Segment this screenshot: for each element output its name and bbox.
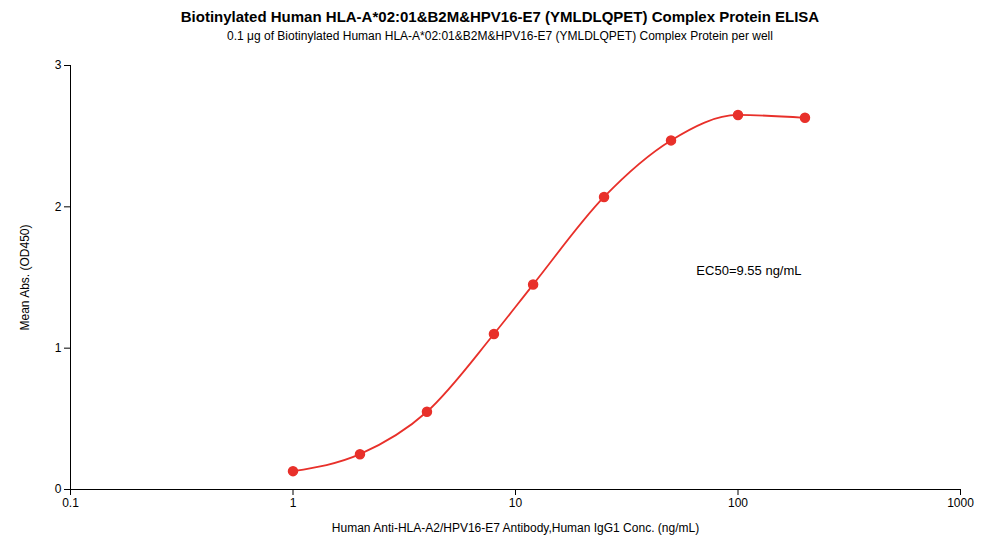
html-text:Biotinylated Human HLA-A*02:01: Biotinylated Human HLA-A*02:01&B2M&HPV16… bbox=[180, 8, 820, 25]
svg-text:10: 10 bbox=[509, 496, 523, 510]
svg-text:2: 2 bbox=[55, 200, 62, 214]
html-text:0.1 μg of Biotinylated Human H: 0.1 μg of Biotinylated Human HLA-A*02:01… bbox=[227, 29, 773, 43]
svg-text:100: 100 bbox=[728, 496, 748, 510]
svg-text:0.1: 0.1 bbox=[62, 496, 79, 510]
svg-text:1: 1 bbox=[55, 341, 62, 355]
svg-text:1: 1 bbox=[290, 496, 297, 510]
svg-text:Mean Abs. (OD450): Mean Abs. (OD450) bbox=[18, 224, 32, 330]
svg-text:3: 3 bbox=[55, 58, 62, 72]
svg-text:0: 0 bbox=[55, 482, 62, 496]
svg-text:1000: 1000 bbox=[947, 496, 974, 510]
svg-text:Human Anti-HLA-A2/HPV16-E7 Ant: Human Anti-HLA-A2/HPV16-E7 Antibody,Huma… bbox=[332, 521, 699, 535]
svg-text:EC50=9.55 ng/mL: EC50=9.55 ng/mL bbox=[696, 263, 801, 278]
